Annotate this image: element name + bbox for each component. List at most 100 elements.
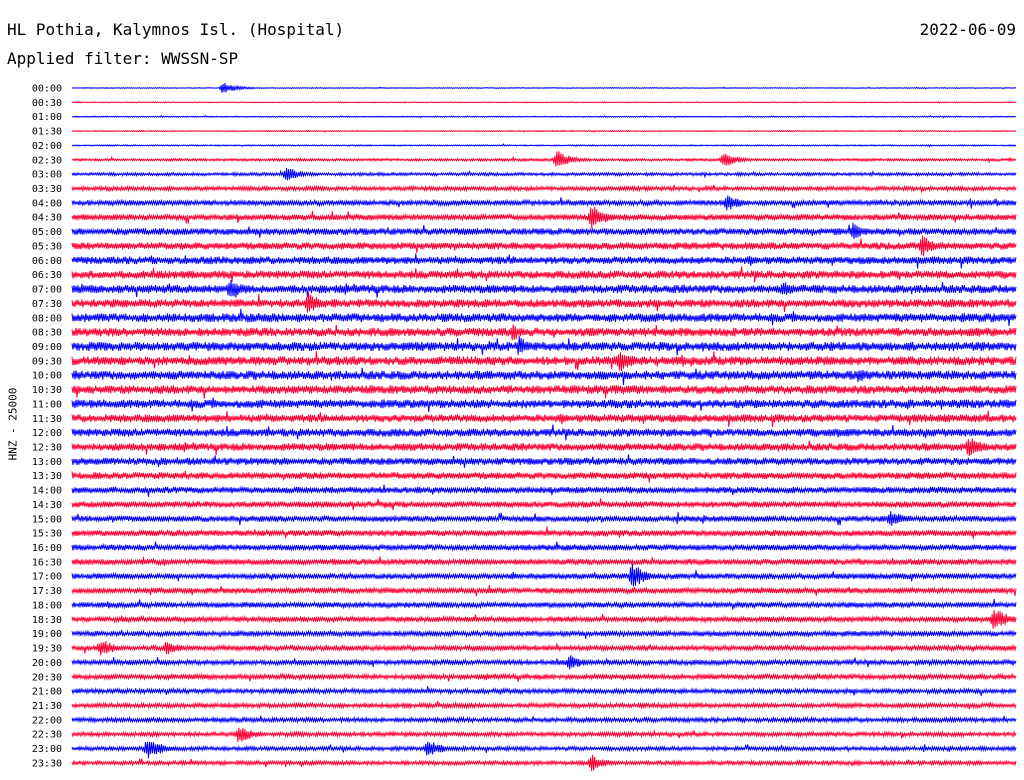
- row-time-label: 23:30: [32, 758, 62, 769]
- row-time-label: 02:00: [32, 141, 62, 152]
- trace-row: [71, 351, 1017, 372]
- filter-label: Applied filter: WWSSN-SP: [7, 49, 239, 68]
- row-time-label: 14:00: [32, 486, 62, 497]
- row-time-label: 08:00: [32, 313, 62, 324]
- trace-row: [71, 324, 1017, 341]
- trace-row: [71, 672, 1017, 682]
- row-time-label: 18:00: [32, 600, 62, 611]
- row-time-label: 19:00: [32, 629, 62, 640]
- row-time-label: 11:30: [32, 414, 62, 425]
- trace-row: [71, 385, 1017, 399]
- row-time-label: 07:30: [32, 299, 62, 310]
- trace-row: [71, 700, 1017, 710]
- row-time-label: 04:00: [32, 198, 62, 209]
- trace-row: [71, 206, 1017, 229]
- trace-row: [71, 754, 1017, 772]
- row-time-label: 09:30: [32, 356, 62, 367]
- row-time-label: 10:30: [32, 385, 62, 396]
- trace-row: [71, 454, 1017, 468]
- trace-row: [71, 83, 1017, 93]
- trace-row: [71, 397, 1017, 412]
- trace-row: [71, 151, 1017, 167]
- row-time-label: 15:30: [32, 529, 62, 540]
- row-time-label: 05:00: [32, 227, 62, 238]
- row-time-label: 17:30: [32, 586, 62, 597]
- trace-row: [71, 727, 1017, 743]
- trace-row: [71, 655, 1017, 670]
- row-time-label: 21:30: [32, 701, 62, 712]
- row-time-label: 21:00: [32, 687, 62, 698]
- trace-row: [71, 541, 1017, 553]
- trace-row: [71, 609, 1017, 629]
- row-time-label: 01:00: [32, 112, 62, 123]
- trace-row: [71, 100, 1017, 104]
- row-time-label: 00:30: [32, 98, 62, 109]
- row-time-label: 16:30: [32, 557, 62, 568]
- trace-row: [71, 184, 1017, 193]
- trace-row: [71, 292, 1017, 313]
- trace-row: [71, 715, 1017, 724]
- row-time-label: 02:30: [32, 155, 62, 166]
- row-time-label: 13:00: [32, 457, 62, 468]
- row-time-label: 14:30: [32, 500, 62, 511]
- row-time-label: 20:30: [32, 672, 62, 683]
- trace-row: [71, 235, 1017, 257]
- station-title: HL Pothia, Kalymnos Isl. (Hospital): [7, 20, 345, 39]
- trace-row: [71, 114, 1017, 119]
- row-time-label: 06:00: [32, 256, 62, 267]
- row-time-label: 15:00: [32, 514, 62, 525]
- row-time-label: 12:30: [32, 443, 62, 454]
- trace-row: [71, 367, 1017, 386]
- row-time-label: 06:30: [32, 270, 62, 281]
- trace-row: [71, 168, 1017, 181]
- row-time-label: 13:30: [32, 471, 62, 482]
- trace-row: [71, 424, 1017, 441]
- trace-row: [71, 563, 1017, 587]
- trace-row: [71, 585, 1017, 597]
- row-time-label: 00:00: [32, 84, 62, 95]
- trace-row: [71, 336, 1017, 356]
- trace-row: [71, 484, 1017, 497]
- trace-row: [71, 498, 1017, 511]
- row-time-label: 23:00: [32, 744, 62, 755]
- trace-row: [71, 438, 1017, 457]
- row-time-label: 17:00: [32, 572, 62, 583]
- row-time-label: 10:00: [32, 371, 62, 382]
- row-time-label: 05:30: [32, 241, 62, 252]
- trace-row: [71, 741, 1017, 759]
- trace-row: [71, 143, 1017, 148]
- row-time-label: 07:00: [32, 285, 62, 296]
- row-time-label: 08:30: [32, 328, 62, 339]
- row-time-label: 03:00: [32, 170, 62, 181]
- y-axis-label: HNZ - 25000: [6, 387, 20, 461]
- trace-row: [71, 511, 1017, 526]
- trace-row: [71, 641, 1017, 656]
- row-time-label: 16:00: [32, 543, 62, 554]
- trace-row: [71, 470, 1017, 483]
- trace-row: [71, 308, 1017, 327]
- trace-row: [71, 629, 1017, 639]
- trace-row: [71, 599, 1017, 610]
- row-time-label: 09:00: [32, 342, 62, 353]
- date-label: 2022-06-09: [919, 20, 1016, 39]
- row-time-label: 19:30: [32, 644, 62, 655]
- row-time-label: 18:30: [32, 615, 62, 626]
- trace-row: [71, 129, 1017, 133]
- row-time-label: 11:00: [32, 399, 62, 410]
- trace-row: [71, 556, 1017, 567]
- row-time-label: 03:30: [32, 184, 62, 195]
- trace-row: [71, 410, 1017, 428]
- row-time-label: 12:00: [32, 428, 62, 439]
- trace-row: [71, 222, 1017, 239]
- trace-row: [71, 526, 1017, 539]
- trace-row: [71, 686, 1017, 696]
- trace-row: [71, 266, 1017, 283]
- trace-row: [71, 253, 1017, 269]
- trace-row: [71, 195, 1017, 211]
- row-time-label: 04:30: [32, 213, 62, 224]
- row-time-label: 01:30: [32, 127, 62, 138]
- row-time-label: 22:30: [32, 730, 62, 741]
- row-time-label: 22:00: [32, 715, 62, 726]
- row-time-label: 20:00: [32, 658, 62, 669]
